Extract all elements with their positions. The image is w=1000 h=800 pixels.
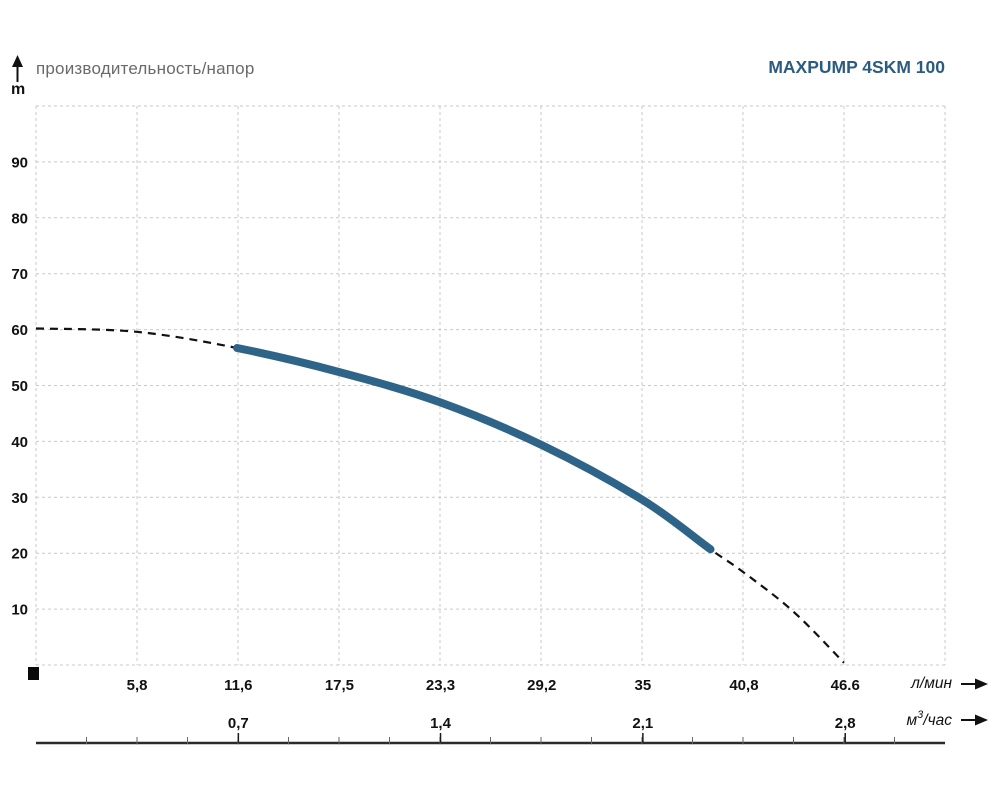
- y-tick-label: 10: [11, 602, 28, 619]
- head-curve-solid: [233, 344, 715, 554]
- x-lmin-tick-label: 23,3: [426, 677, 455, 694]
- chart-title: производительность/напор: [36, 59, 255, 78]
- x-lmin-tick-label: 40,8: [729, 677, 758, 694]
- y-tick-label: 50: [11, 378, 28, 395]
- y-tick-label: 90: [11, 154, 28, 171]
- y-tick-label: 60: [11, 322, 28, 339]
- y-tick-label: 30: [11, 490, 28, 507]
- m3h-unit-label: м3/час: [906, 709, 952, 730]
- y-tick-label: 80: [11, 210, 28, 227]
- x-lmin-tick-label: 11,6: [224, 677, 252, 694]
- right-arrow-icon: [961, 678, 988, 690]
- origin-marker: [28, 667, 39, 680]
- x-m3h-tick-label: 2,8: [835, 715, 856, 732]
- x-lmin-tick-label: 29,2: [527, 677, 556, 694]
- x-m3h-tick-label: 1,4: [430, 715, 452, 732]
- lmin-unit-label: л/мин: [911, 675, 952, 692]
- x-lmin-tick-label: 17,5: [325, 677, 354, 694]
- y-axis-up-arrow-icon: [12, 55, 23, 82]
- y-axis-unit-label: m: [11, 81, 26, 98]
- y-tick-label: 20: [11, 546, 28, 563]
- y-tick-label: 70: [11, 266, 28, 283]
- x-lmin-tick-label: 5,8: [127, 677, 148, 694]
- y-tick-label: 40: [11, 434, 28, 451]
- x-m3h-tick-label: 2,1: [632, 715, 653, 732]
- grid: [35, 105, 946, 666]
- x-axis-lmin-unit: л/мин: [911, 675, 988, 693]
- x-axis-m3h-unit: м3/час: [906, 709, 988, 730]
- x-m3h-tick-label: 0,7: [228, 715, 249, 732]
- x-lmin-tick-label: 46.6: [831, 677, 860, 694]
- x-lmin-tick-label: 35: [635, 677, 652, 694]
- pump-model-title: MAXPUMP 4SKM 100: [768, 57, 945, 77]
- right-arrow-icon: [961, 714, 988, 726]
